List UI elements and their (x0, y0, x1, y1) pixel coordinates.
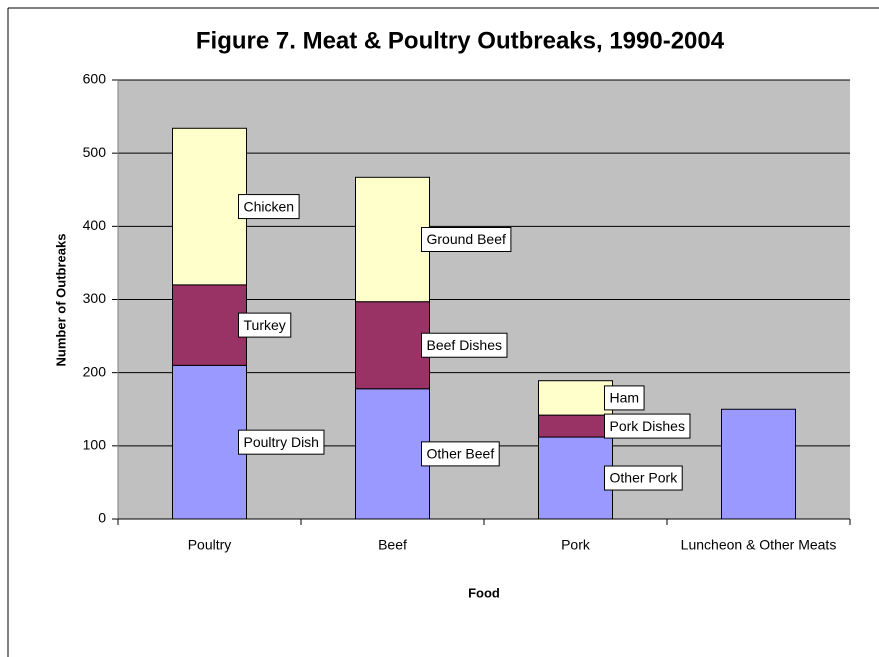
bar-segment (721, 408, 796, 520)
bar-segment (172, 127, 247, 286)
segment-label: Chicken (244, 198, 295, 214)
segment-label-box (238, 194, 300, 220)
segment-label-box (238, 429, 325, 455)
y-tick-label: 400 (83, 217, 107, 233)
x-tick-label: Pork (561, 537, 591, 553)
x-tick-label: Poultry (188, 537, 232, 553)
y-axis-title: Number of Outbreaks (53, 234, 68, 367)
bar-segment (355, 301, 430, 390)
bar-segment (172, 364, 247, 520)
y-tick-label: 600 (83, 71, 107, 87)
y-tick-label: 100 (83, 437, 107, 453)
segment-label: Ham (610, 390, 640, 406)
segment-label: Beef Dishes (427, 337, 502, 353)
segment-label: Pork Dishes (610, 418, 685, 434)
x-tick-label: Luncheon & Other Meats (681, 537, 837, 553)
segment-label: Turkey (244, 317, 286, 333)
bar-segment (538, 380, 613, 416)
segment-label: Other Pork (610, 470, 679, 486)
bar-segment (172, 284, 247, 366)
y-tick-label: 0 (98, 510, 106, 526)
bar-segment (355, 176, 430, 303)
segment-label-box (604, 465, 683, 491)
segment-label-box (421, 441, 500, 467)
x-tick-label: Beef (378, 537, 407, 553)
segment-label-box (421, 227, 512, 253)
segment-label-box (238, 312, 292, 338)
segment-label: Other Beef (427, 446, 495, 462)
y-tick-label: 300 (83, 290, 107, 306)
x-axis-title: Food (468, 585, 500, 600)
segment-label-box (604, 413, 691, 439)
segment-label: Poultry Dish (244, 434, 319, 450)
bar-segment (355, 388, 430, 520)
segment-label-box (421, 332, 508, 358)
y-tick-label: 500 (83, 144, 107, 160)
bar-segment (538, 436, 613, 520)
bar-segment (538, 414, 613, 438)
y-tick-label: 200 (83, 363, 107, 379)
segment-label-box (604, 385, 645, 411)
segment-label: Ground Beef (427, 231, 506, 247)
chart-title: Figure 7. Meat & Poultry Outbreaks, 1990… (196, 27, 725, 54)
